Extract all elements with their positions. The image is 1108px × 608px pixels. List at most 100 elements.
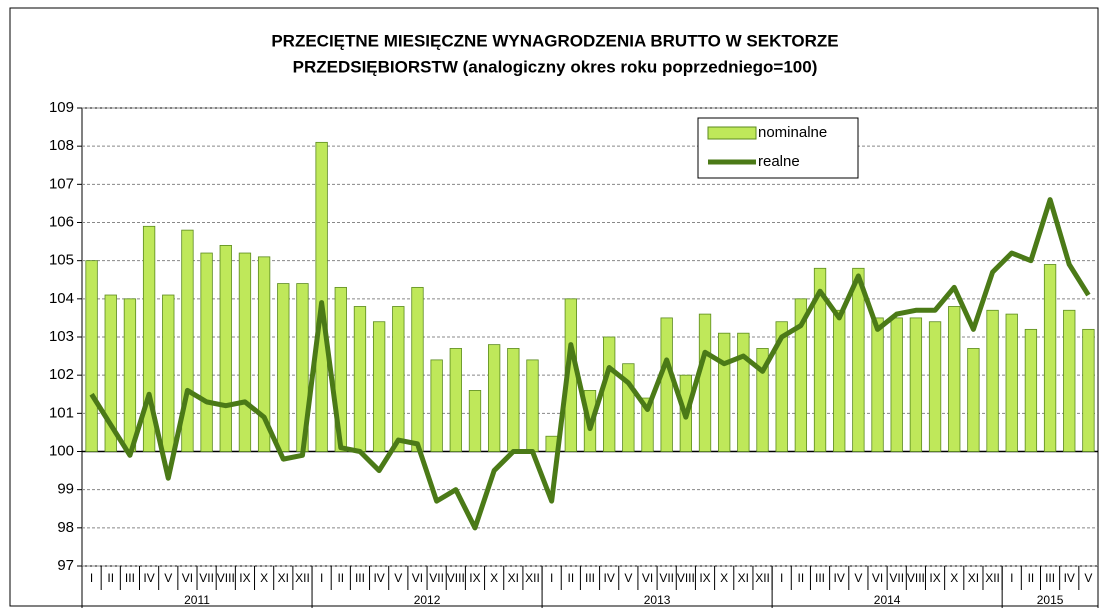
year-label: 2015 [1037,593,1064,607]
x-tick-label: VIII [677,571,695,585]
legend-label: realne [758,153,800,170]
bar [257,256,271,452]
x-tick-label: II [567,571,574,585]
bar [1082,328,1095,452]
bar [277,283,290,452]
x-tick-label: I [780,571,783,585]
bar [928,321,942,452]
bar [142,225,156,452]
x-tick-label: VI [872,571,883,585]
y-tick-label: 109 [49,99,74,116]
bar [833,309,846,452]
bar [181,229,194,452]
x-tick-label: III [585,571,595,585]
x-tick-label: XII [755,571,770,585]
x-tick-label: V [1084,571,1092,585]
x-tick-label: X [260,571,268,585]
x-tick-label: I [550,571,553,585]
year-label: 2014 [874,593,901,607]
bar [890,317,903,452]
x-tick-label: XI [508,571,519,585]
bar [526,359,539,452]
y-tick-label: 98 [57,519,74,536]
y-tick-label: 99 [57,481,74,498]
x-tick-label: IX [469,571,480,585]
x-tick-label: VII [659,571,674,585]
x-tick-label: I [320,571,323,585]
y-tick-label: 103 [49,328,74,345]
x-tick-label: IV [373,571,384,585]
bar [411,286,424,452]
y-tick-label: 101 [49,404,74,421]
y-tick-label: 107 [49,175,74,192]
x-tick-label: II [1028,571,1035,585]
bar [468,390,482,452]
bar [813,267,827,452]
bar [353,306,367,452]
legend-swatch [707,126,757,140]
chart-title: PRZECIĘTNE MIESIĘCZNE WYNAGRODZENIA BRUT… [271,31,838,50]
x-tick-label: IV [834,571,845,585]
bar [794,298,808,452]
x-tick-label: V [164,571,172,585]
x-tick-label: I [1010,571,1013,585]
y-tick-label: 102 [49,366,74,383]
x-tick-label: IX [699,571,710,585]
bar [1005,313,1018,452]
year-label: 2012 [414,593,441,607]
bar [85,260,98,452]
bar [775,321,788,452]
x-tick-label: II [337,571,344,585]
legend-label: nominalne [758,124,827,141]
line [89,197,1091,531]
bar [392,306,405,452]
x-tick-label: X [950,571,958,585]
bar [641,397,654,452]
x-tick-label: IX [929,571,940,585]
chart-title: PRZEDSIĘBIORSTW (analogiczny okres roku … [293,57,818,76]
bar [123,298,137,452]
year-label: 2013 [644,593,671,607]
x-tick-label: XI [278,571,289,585]
bar [622,363,635,452]
y-tick-label: 104 [49,290,74,307]
bar [1063,309,1076,452]
x-tick-label: X [720,571,728,585]
y-tick-label: 108 [49,137,74,154]
x-tick-label: VIII [907,571,925,585]
bar [698,313,712,452]
bar [315,141,328,452]
x-tick-label: V [394,571,402,585]
x-tick-label: II [798,571,805,585]
x-tick-label: VII [889,571,904,585]
bar [430,359,443,452]
bar [449,348,462,452]
x-tick-label: X [490,571,498,585]
y-tick-label: 100 [49,442,74,459]
x-tick-label: VII [429,571,444,585]
x-tick-label: V [854,571,862,585]
x-tick-label: III [355,571,365,585]
x-tick-label: III [1045,571,1055,585]
bar [871,317,884,452]
x-tick-label: III [815,571,825,585]
x-tick-label: XII [295,571,310,585]
x-tick-label: VII [199,571,214,585]
bar [1024,328,1038,452]
bar [967,348,980,452]
x-tick-label: II [107,571,114,585]
x-tick-label: XI [968,571,979,585]
x-tick-label: XII [985,571,1000,585]
bar [200,252,213,452]
bar [737,332,750,452]
x-tick-label: XI [738,571,749,585]
bar [909,317,923,452]
bar [660,317,673,452]
bar [487,344,501,452]
bar [852,267,865,452]
bar [756,348,769,452]
x-tick-label: I [90,571,93,585]
bar [372,321,386,452]
x-tick-label: XII [525,571,540,585]
